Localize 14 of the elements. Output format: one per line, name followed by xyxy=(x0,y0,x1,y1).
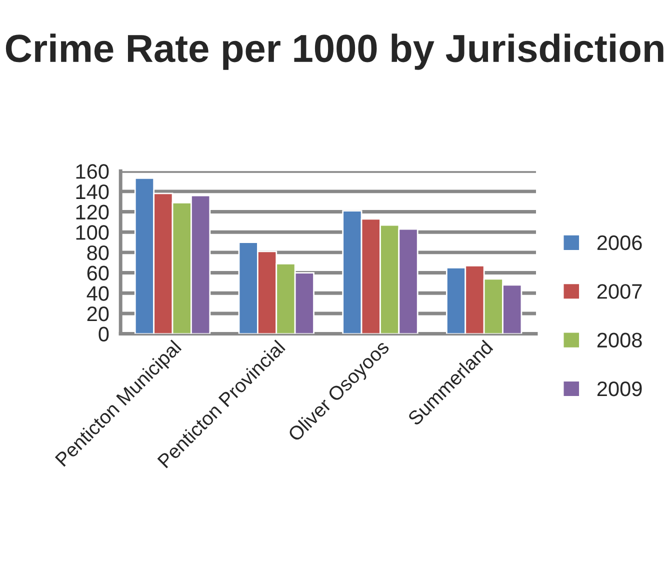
y-tick-label: 100 xyxy=(76,225,109,240)
y-tick-label: 140 xyxy=(76,184,109,200)
chart-title: Crime Rate per 1000 by Jurisdiction xyxy=(6,34,664,70)
y-tick-label: 0 xyxy=(98,326,109,342)
legend-label: 2007 xyxy=(597,284,642,299)
legend-label: 2008 xyxy=(597,332,642,348)
y-tick-label: 120 xyxy=(76,204,109,220)
y-tick-label: 160 xyxy=(76,164,109,179)
legend-label: 2009 xyxy=(597,381,642,396)
y-tick-label: 20 xyxy=(87,306,109,322)
y-tick-label: 80 xyxy=(87,245,109,260)
y-tick-label: 40 xyxy=(86,286,109,301)
y-tick-label: 60 xyxy=(87,266,109,281)
legend-label: 2006 xyxy=(597,235,642,250)
